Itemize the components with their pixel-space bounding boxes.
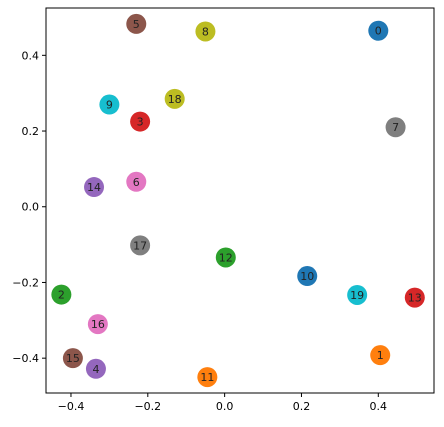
scatter-point: 10 xyxy=(297,266,318,287)
x-tick-label: −0.2 xyxy=(134,400,161,413)
point-label: 15 xyxy=(66,352,80,365)
point-label: 2 xyxy=(58,289,65,302)
point-label: 7 xyxy=(392,121,399,134)
point-label: 14 xyxy=(87,181,101,194)
point-marker xyxy=(215,247,236,268)
scatter-point: 13 xyxy=(404,287,425,308)
point-marker xyxy=(404,287,425,308)
scatter-point: 4 xyxy=(85,358,106,379)
scatter-point: 14 xyxy=(84,177,105,198)
point-marker xyxy=(130,235,151,256)
scatter-point: 9 xyxy=(99,94,120,115)
point-marker xyxy=(85,358,106,379)
x-axis: −0.4 −0.2 0.0 0.2 0.4 xyxy=(58,393,387,413)
point-label: 5 xyxy=(133,18,140,31)
point-marker xyxy=(195,21,216,42)
scatter-point: 15 xyxy=(62,348,83,369)
point-label: 3 xyxy=(137,116,144,129)
point-marker xyxy=(197,367,218,388)
point-marker xyxy=(368,20,389,41)
point-marker xyxy=(51,284,72,305)
point-marker xyxy=(99,94,120,115)
scatter-point: 17 xyxy=(130,235,151,256)
point-label: 10 xyxy=(300,270,314,283)
y-tick-label: 0.4 xyxy=(22,49,40,62)
y-axis: 0.4 0.2 0.0 −0.2 −0.4 xyxy=(12,49,46,365)
point-label: 11 xyxy=(200,371,214,384)
point-label: 1 xyxy=(377,349,384,362)
point-marker xyxy=(130,111,151,132)
point-marker xyxy=(87,314,108,335)
point-label: 12 xyxy=(219,251,233,264)
scatter-point: 19 xyxy=(347,284,368,305)
point-label: 13 xyxy=(408,292,422,305)
point-label: 17 xyxy=(133,239,147,252)
scatter-point: 18 xyxy=(164,88,185,109)
scatter-point: 1 xyxy=(370,345,391,366)
point-marker xyxy=(62,348,83,369)
point-marker xyxy=(164,88,185,109)
point-marker xyxy=(370,345,391,366)
scatter-point: 11 xyxy=(197,367,218,388)
point-marker xyxy=(126,13,147,34)
y-tick-label: 0.2 xyxy=(22,125,40,138)
point-marker xyxy=(385,117,406,138)
point-marker xyxy=(84,177,105,198)
scatter-point: 6 xyxy=(126,171,147,192)
scatter-point: 2 xyxy=(51,284,72,305)
scatter-point: 0 xyxy=(368,20,389,41)
y-tick-label: −0.4 xyxy=(12,352,39,365)
point-marker xyxy=(126,171,147,192)
scatter-point: 7 xyxy=(385,117,406,138)
point-label: 4 xyxy=(92,363,99,376)
x-tick-label: −0.4 xyxy=(58,400,85,413)
point-marker xyxy=(347,284,368,305)
plot-frame xyxy=(45,7,435,394)
point-label: 16 xyxy=(91,318,105,331)
point-label: 6 xyxy=(133,176,140,189)
point-label: 18 xyxy=(168,93,182,106)
scatter-point: 5 xyxy=(126,13,147,34)
scatter-point: 8 xyxy=(195,21,216,42)
point-marker xyxy=(297,266,318,287)
point-label: 19 xyxy=(350,289,364,302)
y-tick-label: −0.2 xyxy=(12,276,39,289)
point-label: 0 xyxy=(375,25,382,38)
point-label: 9 xyxy=(106,99,113,112)
point-label: 8 xyxy=(202,25,209,38)
x-tick-label: 0.0 xyxy=(216,400,234,413)
x-tick-label: 0.2 xyxy=(293,400,311,413)
y-tick-label: 0.0 xyxy=(22,201,40,214)
scatter-point: 3 xyxy=(130,111,151,132)
x-tick-label: 0.4 xyxy=(370,400,388,413)
scatter-point: 12 xyxy=(215,247,236,268)
scatter-point: 16 xyxy=(87,314,108,335)
